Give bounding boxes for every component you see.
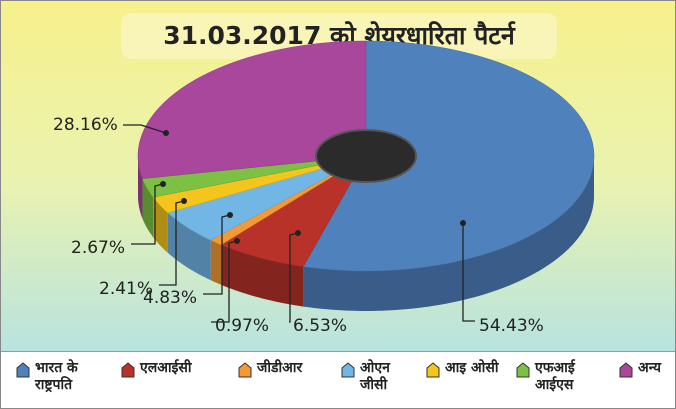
data-label: 6.53% <box>293 316 347 336</box>
leader-line <box>289 232 299 323</box>
legend-item: भारत के राष्ट्रपति <box>16 360 111 394</box>
legend-swatch <box>238 362 252 378</box>
legend-swatch <box>619 362 633 378</box>
slice-side <box>153 197 168 253</box>
leader-dot <box>460 220 466 226</box>
leader-line <box>203 214 231 295</box>
leader-dot <box>234 238 240 244</box>
legend-item: अन्य <box>619 360 675 378</box>
legend-label: एलआईसी <box>140 360 192 376</box>
leader-line <box>123 124 167 134</box>
legend-item: एफआई आईएस <box>516 360 596 394</box>
leader-line <box>462 223 475 322</box>
legend-item: आइ ओसी <box>426 360 506 378</box>
legend-swatch <box>341 362 355 378</box>
slice <box>220 155 367 267</box>
slice-side <box>167 212 211 281</box>
data-label: 28.16% <box>53 115 118 135</box>
slice <box>137 40 367 179</box>
legend-label: अन्य <box>638 360 661 376</box>
leader-line <box>159 200 185 286</box>
leader-dot <box>295 230 301 236</box>
legend-item: ओएन जीसी <box>341 360 421 394</box>
legend-swatch-shape <box>516 362 530 378</box>
leader-dot <box>181 198 187 204</box>
legend-swatch-shape <box>238 362 252 378</box>
legend-label: एफआई आईएस <box>535 360 575 393</box>
legend-swatch-shape <box>16 362 30 378</box>
legend-swatch <box>516 362 530 378</box>
legend: भारत के राष्ट्रपति एलआईसी जीडीआर ओएन जीसी आइ… <box>1 351 675 408</box>
slice <box>152 155 367 214</box>
legend-swatch-shape <box>426 362 440 378</box>
legend-swatch-shape <box>341 362 355 378</box>
donut-hole <box>315 129 417 183</box>
slice <box>302 40 595 272</box>
legend-swatch-shape <box>121 362 135 378</box>
slice <box>142 155 367 198</box>
data-label: 54.43% <box>479 316 544 336</box>
data-label: 4.83% <box>143 288 197 308</box>
legend-swatch-shape <box>619 362 633 378</box>
leader-line <box>211 240 238 323</box>
legend-swatch <box>121 362 135 378</box>
slice-side <box>138 156 143 219</box>
slice-side <box>210 240 222 285</box>
legend-item: एलआईसी <box>121 360 201 378</box>
data-label: 2.67% <box>71 238 125 258</box>
legend-item: जीडीआर <box>238 360 318 378</box>
leader-dot <box>227 212 233 218</box>
pie-chart: 31.03.2017 को शेयरधारिता पैटर्न 54.43%6.… <box>53 13 595 336</box>
slice-side <box>142 178 154 238</box>
legend-label: जीडीआर <box>257 360 303 376</box>
data-label: 2.41% <box>99 279 153 299</box>
slice-side <box>221 244 304 307</box>
legend-label: भारत के राष्ट्रपति <box>35 360 78 393</box>
slice-side <box>303 156 594 311</box>
leader-dot <box>163 130 169 136</box>
legend-swatch <box>16 362 30 378</box>
data-label: 0.97% <box>215 316 269 336</box>
legend-label: आइ ओसी <box>445 360 499 376</box>
legend-swatch <box>426 362 440 378</box>
legend-label: ओएन जीसी <box>360 360 390 393</box>
leader-line <box>131 183 164 245</box>
slice <box>167 155 367 241</box>
leader-dot <box>160 181 166 187</box>
title-box <box>121 13 557 59</box>
